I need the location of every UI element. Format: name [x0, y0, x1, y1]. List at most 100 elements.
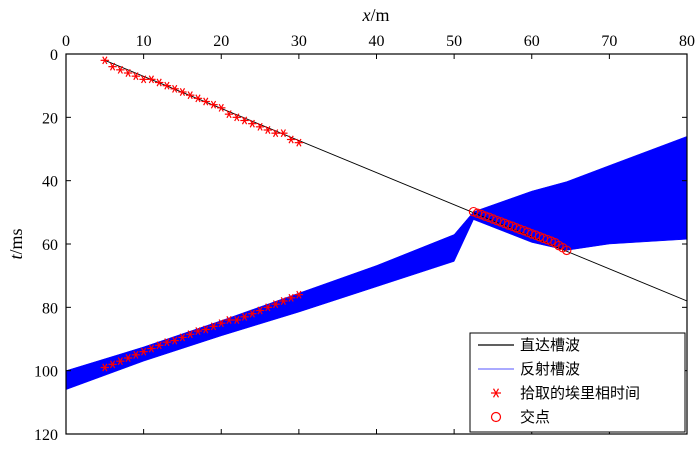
picked-airy-point-stroke	[179, 88, 186, 96]
picked-airy-point-stroke	[265, 303, 271, 312]
picked-airy-point	[131, 350, 141, 359]
picked-airy-point	[193, 327, 203, 336]
x-tick-label: 10	[136, 33, 152, 50]
picked-airy-point	[263, 303, 273, 312]
reflected-band	[66, 136, 687, 390]
picked-airy-point	[131, 72, 141, 81]
picked-airy-point	[154, 78, 164, 87]
picked-airy-point	[271, 129, 280, 138]
picked-airy-point	[217, 319, 226, 328]
picked-airy-point	[116, 357, 125, 366]
picked-airy-point-stroke	[195, 327, 201, 336]
picked-airy-point-stroke	[257, 122, 263, 131]
picked-airy-point	[286, 135, 296, 144]
y-tick-label: 20	[42, 110, 58, 127]
picked-airy-point-stroke	[109, 62, 116, 71]
picked-airy-point-stroke	[172, 84, 178, 93]
y-axis-title-var: t	[6, 254, 26, 260]
picked-airy-point	[209, 322, 218, 331]
picked-airy-point	[248, 309, 257, 318]
y-tick-label: 60	[42, 237, 58, 254]
picked-airy-point-stroke	[109, 360, 116, 369]
y-tick-label: 80	[42, 300, 58, 317]
picked-airy-point-stroke	[218, 103, 224, 112]
direct-line-layer	[104, 59, 687, 302]
x-tick-label: 70	[601, 33, 617, 50]
picked-airy-point-stroke	[187, 330, 193, 339]
picked-airy-point-stroke	[210, 100, 217, 109]
x-tick-label: 20	[213, 33, 229, 50]
legend-intersection-label: 交点	[520, 408, 550, 426]
picked-airy-point	[186, 91, 195, 100]
x-axis-title-unit: /m	[370, 5, 389, 25]
legend: 直达槽波 反射槽波 拾取的埃里相时间 交点	[469, 332, 686, 433]
picked-airy-point-stroke	[226, 110, 232, 119]
picked-airy-point-stroke	[296, 138, 302, 147]
reflected-band-layer	[66, 136, 687, 390]
picked-airy-point-stroke	[234, 113, 240, 122]
y-axis-title-unit: /ms	[6, 228, 26, 254]
picked-airy-point	[147, 75, 156, 84]
picked-airy-point	[162, 338, 172, 347]
picked-airy-point	[232, 316, 241, 324]
picked-airy-point-stroke	[272, 129, 279, 138]
picked-airy-point-stroke	[249, 119, 255, 128]
legend-direct-label: 直达槽波	[520, 336, 580, 354]
picked-airy-point-stroke	[265, 126, 271, 134]
picked-airy-point	[108, 62, 117, 71]
picked-airy-point	[255, 306, 265, 315]
picked-airy-point-stroke	[125, 354, 131, 362]
legend-asterisk	[491, 388, 501, 398]
picked-airy-point-stroke	[280, 129, 286, 138]
picked-airy-point	[123, 354, 133, 362]
picked-airy-point	[154, 341, 164, 350]
picked-airy-point	[279, 129, 288, 138]
picked-airy-point	[170, 336, 179, 345]
x-tick-label: 40	[369, 33, 385, 50]
picked-airy-point-stroke	[203, 97, 209, 106]
x-tick-label: 30	[291, 33, 307, 50]
legend-picks-label: 拾取的埃里相时间	[520, 384, 640, 402]
picked-airy-point-stroke	[195, 94, 201, 103]
picked-airy-point-stroke	[133, 72, 139, 81]
picked-airy-point-stroke	[117, 65, 123, 74]
y-tick-label: 40	[42, 174, 58, 191]
picked-airy-point	[286, 293, 296, 302]
picked-airy-point-stroke	[117, 357, 123, 366]
x-tick-label: 60	[524, 33, 540, 50]
picked-airy-point	[186, 330, 195, 339]
legend-picks-marker	[491, 388, 501, 398]
picked-airy-point	[193, 94, 203, 103]
picked-airy-point	[170, 84, 179, 93]
legend-intersection-marker	[490, 411, 502, 423]
picked-airy-point-stroke	[288, 293, 294, 302]
picked-airy-point-stroke	[296, 290, 302, 299]
picked-airy-point-stroke	[141, 75, 147, 84]
picked-airy-point	[294, 290, 304, 299]
picked-airy-point-stroke	[288, 135, 294, 144]
picked-airy-point	[240, 312, 249, 321]
picked-airy-point	[248, 119, 257, 128]
x-axis-title-var: x	[361, 5, 370, 25]
picked-airy-point-stroke	[203, 325, 209, 334]
picked-airy-point-stroke	[179, 333, 186, 342]
picked-airy-point	[263, 126, 273, 134]
picked-airy-point	[224, 316, 234, 324]
marker-layer	[100, 56, 572, 372]
legend-reflected-label: 反射槽波	[520, 360, 580, 378]
picked-airy-point	[209, 100, 218, 109]
picked-airy-point	[224, 110, 234, 119]
tick-layer: 0 10 20 30 40 50 60 70 80 0 20 40 60 80 100 120	[34, 33, 695, 444]
picked-airy-point-stroke	[234, 316, 240, 324]
intersection-point	[561, 245, 572, 256]
picked-airy-point	[139, 75, 148, 84]
picked-airy-point-stroke	[133, 350, 139, 359]
picked-airy-point	[123, 69, 133, 77]
x-axis-title: x/m	[361, 5, 389, 25]
picked-airy-point-stroke	[156, 78, 162, 87]
x-tick-label: 0	[62, 33, 70, 50]
picked-airy-point	[201, 325, 210, 334]
picked-airy-point	[217, 103, 226, 112]
picked-airy-point-stroke	[102, 363, 108, 372]
